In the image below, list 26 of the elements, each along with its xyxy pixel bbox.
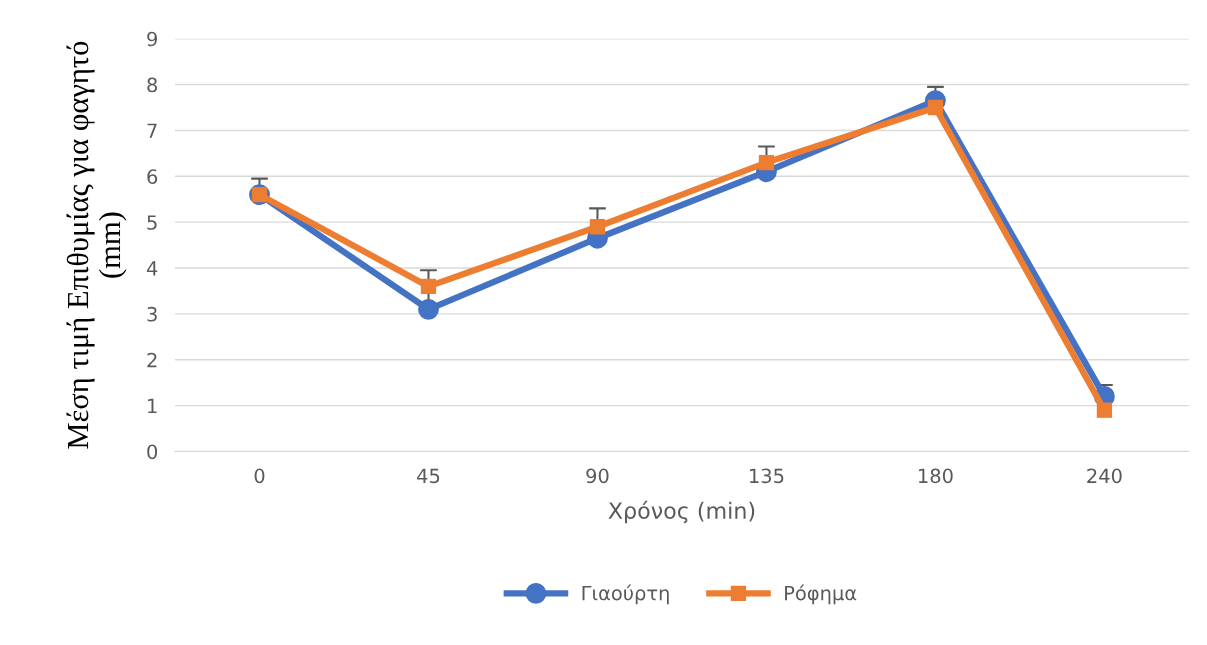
y-tick-label: 0	[147, 444, 158, 460]
y-tick-label: 7	[147, 123, 157, 138]
y-tick-label: 4	[146, 261, 158, 276]
y-tick-label: 5	[147, 215, 157, 230]
y-tick-label: 6	[147, 169, 158, 184]
y-tick-label: 2	[147, 352, 157, 368]
y-tick-label: 8	[147, 77, 158, 93]
x-axis-title: Χρόνος (min)	[608, 500, 755, 524]
x-tick-label: 0	[254, 468, 265, 484]
x-tick-label: 240	[1087, 468, 1122, 484]
x-tick-label: 135	[750, 468, 784, 484]
x-tick-label: 180	[919, 468, 953, 484]
point	[1096, 402, 1113, 418]
point	[418, 298, 439, 320]
point	[927, 99, 944, 116]
point	[420, 278, 437, 295]
y-axis-title: Μέση τιμή Επιθυμίας για φαγητό (mm)	[66, 41, 127, 449]
y-tick-label: 9	[147, 31, 157, 47]
x-tick-label: 90	[586, 468, 609, 484]
y-tick-label: 1	[148, 398, 157, 414]
point	[589, 219, 606, 235]
x-tick-label: 45	[417, 468, 440, 484]
legend-label: Ρόφημα	[785, 584, 857, 605]
legend-label: Γιαούρτη	[582, 584, 669, 605]
y-tick-label: 3	[147, 306, 157, 322]
point	[758, 154, 775, 171]
